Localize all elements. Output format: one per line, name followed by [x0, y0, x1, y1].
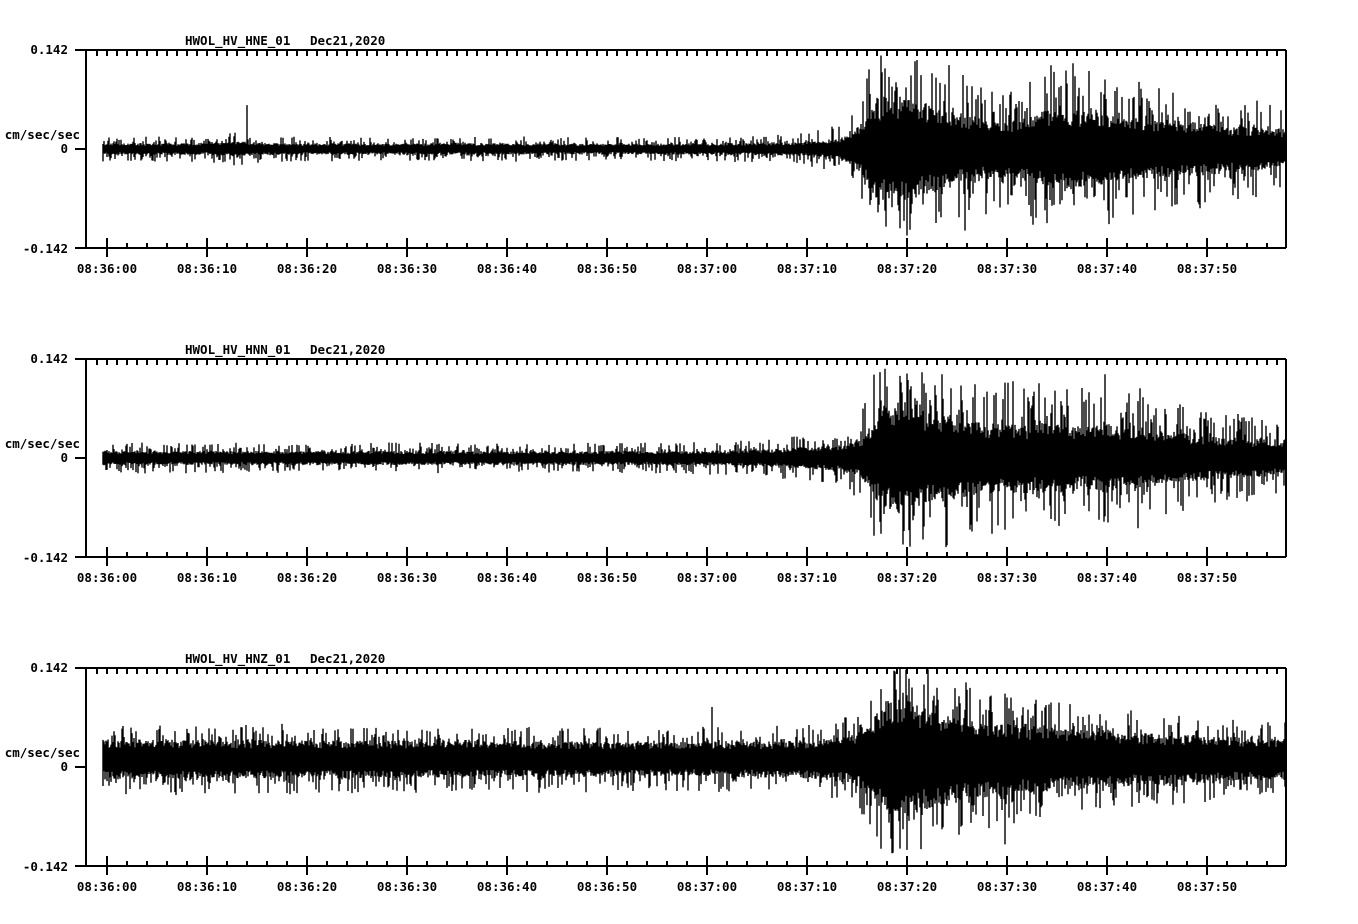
- y-max-label: 0.142: [30, 351, 68, 366]
- time-label: 08:36:00: [76, 570, 138, 585]
- time-label: 08:37:10: [776, 570, 838, 585]
- time-label: 08:36:50: [576, 570, 638, 585]
- y-min-label: -0.142: [22, 859, 68, 874]
- time-label: 08:37:10: [776, 879, 838, 894]
- time-label: 08:37:30: [976, 879, 1038, 894]
- y-max-label: 0.142: [30, 42, 68, 57]
- time-axis-labels: 08:36:00 08:36:10 08:36:20 08:36:30 08:36:40…: [0, 570, 1358, 588]
- time-axis-labels: 08:36:00 08:36:10 08:36:20 08:36:30 08:36:40…: [0, 261, 1358, 279]
- y-units-label: cm/sec/sec: [4, 745, 80, 760]
- date-label: Dec21,2020: [310, 33, 386, 48]
- waveform-trace: [102, 368, 1286, 548]
- y-zero-label: 0: [60, 141, 68, 156]
- time-label: 08:37:10: [776, 261, 838, 276]
- time-label: 08:36:10: [176, 570, 238, 585]
- time-label: 08:36:40: [476, 879, 538, 894]
- y-zero-label: 0: [60, 759, 68, 774]
- seismogram-plot-hne: [75, 49, 1287, 257]
- time-label: 08:36:10: [176, 261, 238, 276]
- time-label: 08:36:40: [476, 261, 538, 276]
- time-label: 08:37:00: [676, 261, 738, 276]
- date-label: Dec21,2020: [310, 342, 386, 357]
- channel-id-label: HWOL_HV_HNE_01: [185, 33, 291, 48]
- time-label: 08:37:20: [876, 261, 938, 276]
- time-label: 08:36:40: [476, 570, 538, 585]
- time-label: 08:36:00: [76, 261, 138, 276]
- y-min-label: -0.142: [22, 241, 68, 256]
- channel-id-label: HWOL_HV_HNN_01: [185, 342, 291, 357]
- time-label: 08:37:50: [1176, 570, 1238, 585]
- axes-frame: [75, 667, 1287, 875]
- date-label: Dec21,2020: [310, 651, 386, 666]
- time-label: 08:37:50: [1176, 261, 1238, 276]
- time-label: 08:37:00: [676, 879, 738, 894]
- seismogram-plot-hnz: [75, 667, 1287, 875]
- time-label: 08:37:20: [876, 570, 938, 585]
- time-label: 08:36:30: [376, 879, 438, 894]
- seismogram-panel-hnn: HWOL_HV_HNN_01 Dec21,2020 0.142 cm/sec/s…: [0, 342, 1358, 602]
- seismogram-plot-hnn: [75, 358, 1287, 566]
- seismogram-panel-hnz: HWOL_HV_HNZ_01 Dec21,2020 0.142 cm/sec/s…: [0, 651, 1358, 911]
- time-label: 08:37:40: [1076, 570, 1138, 585]
- y-max-label: 0.142: [30, 660, 68, 675]
- time-label: 08:36:20: [276, 261, 338, 276]
- axes-frame: [75, 358, 1287, 566]
- time-label: 08:36:50: [576, 261, 638, 276]
- time-label: 08:36:30: [376, 570, 438, 585]
- time-label: 08:37:20: [876, 879, 938, 894]
- time-label: 08:37:50: [1176, 879, 1238, 894]
- time-label: 08:36:00: [76, 879, 138, 894]
- y-min-label: -0.142: [22, 550, 68, 565]
- time-label: 08:37:30: [976, 570, 1038, 585]
- channel-id-label: HWOL_HV_HNZ_01: [185, 651, 291, 666]
- y-units-label: cm/sec/sec: [4, 436, 80, 451]
- time-label: 08:36:50: [576, 879, 638, 894]
- waveform-trace: [102, 55, 1286, 236]
- time-label: 08:36:10: [176, 879, 238, 894]
- y-units-label: cm/sec/sec: [4, 127, 80, 142]
- time-label: 08:37:00: [676, 570, 738, 585]
- time-label: 08:37:40: [1076, 261, 1138, 276]
- axes-frame: [75, 49, 1287, 257]
- time-label: 08:36:30: [376, 261, 438, 276]
- time-label: 08:37:30: [976, 261, 1038, 276]
- time-axis-labels: 08:36:00 08:36:10 08:36:20 08:36:30 08:36:40…: [0, 879, 1358, 897]
- time-label: 08:36:20: [276, 570, 338, 585]
- waveform-trace: [102, 667, 1286, 854]
- time-label: 08:36:20: [276, 879, 338, 894]
- seismogram-panel-hne: HWOL_HV_HNE_01 Dec21,2020 0.142 cm/sec/s…: [0, 33, 1358, 293]
- time-label: 08:37:40: [1076, 879, 1138, 894]
- y-zero-label: 0: [60, 450, 68, 465]
